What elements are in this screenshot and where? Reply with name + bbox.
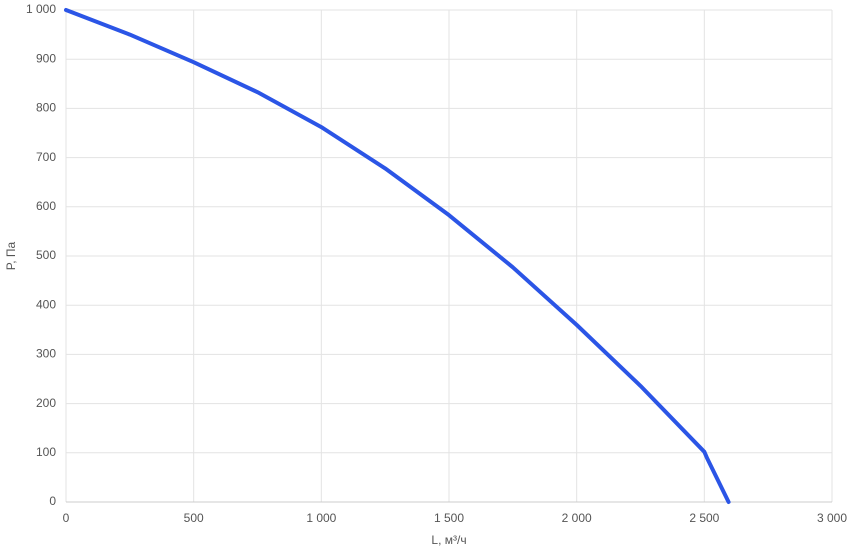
- x-axis-label: L, м³/ч: [431, 533, 466, 547]
- y-tick-label: 800: [36, 101, 56, 115]
- x-tick-label: 3 000: [817, 511, 847, 525]
- y-tick-label: 500: [36, 248, 56, 262]
- x-tick-label: 1 000: [306, 511, 336, 525]
- y-tick-label: 300: [36, 347, 56, 361]
- y-tick-label: 400: [36, 297, 56, 311]
- x-tick-label: 2 000: [562, 511, 592, 525]
- y-tick-label: 700: [36, 150, 56, 164]
- x-tick-label: 500: [184, 511, 204, 525]
- line-series: [64, 8, 731, 504]
- y-tick-label: 600: [36, 199, 56, 213]
- y-tick-label: 0: [49, 494, 56, 508]
- x-tick-label: 0: [63, 511, 70, 525]
- y-axis-label: P, Па: [4, 241, 18, 270]
- y-tick-label: 900: [36, 51, 56, 65]
- y-tick-label: 1 000: [26, 2, 56, 16]
- x-tick-label: 2 500: [689, 511, 719, 525]
- x-tick-label: 1 500: [434, 511, 464, 525]
- y-tick-label: 100: [36, 445, 56, 459]
- y-tick-label: 200: [36, 396, 56, 410]
